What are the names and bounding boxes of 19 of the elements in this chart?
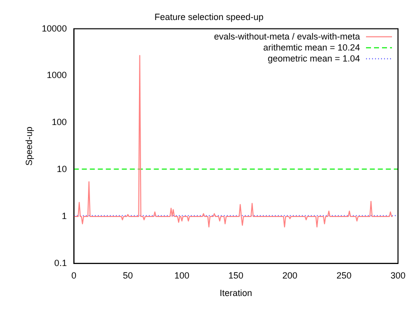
y-tick-label: 100 bbox=[52, 117, 67, 128]
y-tick-label: 10000 bbox=[42, 23, 67, 34]
y-tick-label: 0.1 bbox=[54, 258, 67, 268]
y-tick-label: 1 bbox=[62, 210, 67, 221]
x-tick-label: 100 bbox=[174, 270, 190, 280]
legend-label: geometric mean = 1.04 bbox=[268, 53, 360, 64]
legend-label: evals-without-meta / evals-with-meta bbox=[214, 31, 360, 42]
y-tick-label: 10 bbox=[56, 164, 67, 174]
x-tick-label: 0 bbox=[71, 270, 76, 280]
x-axis-title: Iteration bbox=[220, 288, 252, 298]
x-tick-label: 250 bbox=[336, 270, 352, 280]
x-tick-label: 150 bbox=[228, 270, 244, 280]
legend-label: arithemtic mean = 10.24 bbox=[263, 42, 360, 52]
y-axis-title: Speed-up bbox=[24, 126, 34, 166]
x-tick-label: 300 bbox=[390, 270, 406, 280]
x-tick-label: 50 bbox=[122, 270, 133, 280]
y-tick-label: 1000 bbox=[46, 70, 67, 80]
x-tick-label: 200 bbox=[282, 270, 298, 280]
chart-title: Feature selection speed-up bbox=[154, 12, 264, 22]
